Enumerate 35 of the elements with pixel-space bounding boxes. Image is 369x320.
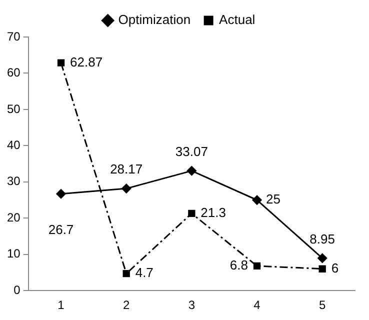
- y-tick-label: 0: [14, 282, 21, 297]
- y-tick-label: 60: [6, 66, 21, 80]
- point: [252, 195, 262, 205]
- data-label: 25: [266, 192, 280, 207]
- y-tick-label: 30: [6, 174, 21, 188]
- legend-label: Optimization: [118, 12, 191, 28]
- y-tick-label: 50: [6, 102, 21, 116]
- data-label: 4.7: [135, 265, 154, 280]
- point: [188, 210, 196, 218]
- data-label: 6.8: [230, 258, 248, 273]
- x-tick-label: 3: [188, 298, 196, 312]
- x-tick-label: 1: [58, 298, 65, 312]
- point: [318, 265, 326, 272]
- data-label: 62.87: [70, 54, 103, 70]
- point: [122, 270, 130, 278]
- point: [318, 253, 328, 263]
- data-label: 21.3: [200, 205, 226, 220]
- data-label: 28.17: [110, 162, 143, 177]
- point: [122, 184, 132, 194]
- x-tick-label: 2: [123, 298, 130, 312]
- data-label: 6: [331, 260, 339, 276]
- x-tick-label: 5: [318, 298, 326, 312]
- data-label: 26.7: [48, 222, 74, 237]
- point: [253, 262, 261, 270]
- point: [56, 189, 66, 199]
- data-label: 33.07: [175, 144, 208, 159]
- legend-label: Actual: [219, 12, 256, 28]
- x-tick-label: 4: [254, 298, 261, 312]
- data-label: 8.95: [310, 231, 335, 246]
- y-tick-label: 40: [6, 138, 21, 152]
- y-tick-label: 10: [6, 246, 21, 261]
- point: [57, 59, 65, 66]
- y-tick-label: 70: [6, 29, 21, 44]
- y-tick-label: 20: [6, 210, 21, 224]
- point: [186, 166, 196, 176]
